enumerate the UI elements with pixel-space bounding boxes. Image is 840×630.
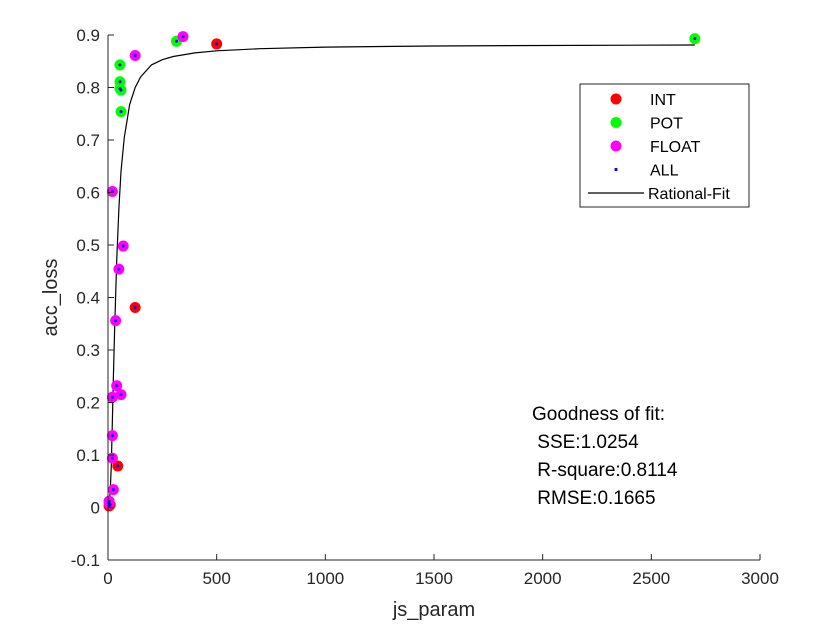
gof-sse: SSE:1.0254 <box>532 432 639 453</box>
legend-marker-pot <box>610 117 622 128</box>
point-all <box>119 393 123 397</box>
x-tick-label: 3000 <box>741 569 779 588</box>
x-tick-label: 500 <box>202 569 230 588</box>
y-tick-label: 0.7 <box>76 131 100 150</box>
point-all <box>181 35 185 39</box>
point-all <box>110 456 114 460</box>
point-all <box>693 37 697 41</box>
y-tick-label: 0.3 <box>76 341 100 360</box>
y-tick-label: 0.2 <box>76 394 100 413</box>
x-tick-labels: 0 500 1000 1500 2000 2500 3000 <box>103 569 779 588</box>
gof-title: Goodness of fit: <box>532 404 665 425</box>
point-all <box>133 53 137 57</box>
y-tick-labels: -0.1 0 0.1 0.2 0.3 0.4 0.5 0.6 0.7 0.8 0.9 <box>71 26 100 570</box>
x-axis-label: js_param <box>392 599 475 621</box>
legend-entry-int: INT <box>610 92 676 109</box>
legend-entry-all: ALL <box>614 163 679 180</box>
legend-label: INT <box>650 92 676 109</box>
point-all <box>117 267 121 271</box>
legend-entry-float: FLOAT <box>610 139 701 156</box>
y-tick-label: 0.5 <box>76 236 100 255</box>
goodness-of-fit-annotation: Goodness of fit: SSE:1.0254 R-square:0.8… <box>532 404 678 509</box>
point-all <box>118 63 122 67</box>
legend-entries: INT POT FLOAT ALL Rational-Fit <box>588 92 730 203</box>
legend-label: POT <box>650 116 683 133</box>
legend-box <box>579 83 750 208</box>
point-all <box>119 88 123 92</box>
legend-entry-rational-fit: Rational-Fit <box>588 186 730 203</box>
point-all <box>119 110 123 114</box>
y-axis-label: acc_loss <box>40 259 62 337</box>
point-all <box>114 319 118 323</box>
legend-marker-int <box>610 93 622 105</box>
point-all <box>111 488 115 492</box>
gof-rsquare: R-square:0.8114 <box>532 460 678 481</box>
point-all <box>116 464 120 468</box>
legend-label: ALL <box>650 163 679 180</box>
legend: INT POT FLOAT ALL Rational-Fit <box>579 83 750 208</box>
y-tick-label: 0.6 <box>76 184 100 203</box>
data-points-layer <box>103 31 701 512</box>
tick-marks-layer <box>107 34 761 561</box>
point-all <box>110 395 114 399</box>
x-tick-label: 1500 <box>415 569 453 588</box>
y-tick-label: -0.1 <box>71 551 100 570</box>
point-all <box>215 42 219 46</box>
y-tick-label: 0.9 <box>76 26 100 45</box>
point-all <box>118 80 122 84</box>
point-all <box>121 244 125 248</box>
point-all <box>174 39 178 43</box>
x-tick-label: 1000 <box>306 569 344 588</box>
legend-entry-pot: POT <box>610 116 683 133</box>
y-tick-label: 0.8 <box>76 79 100 98</box>
point-all <box>115 384 119 388</box>
gof-rmse: RMSE:0.1665 <box>532 488 656 509</box>
point-all <box>133 305 137 309</box>
y-tick-label: 0 <box>91 499 100 518</box>
point-all <box>110 434 114 438</box>
y-tick-label: 0.1 <box>76 446 100 465</box>
y-tick-label: 0.4 <box>76 289 100 308</box>
x-tick-label: 2000 <box>524 569 562 588</box>
x-tick-label: 2500 <box>632 569 670 588</box>
legend-label: FLOAT <box>650 139 701 156</box>
legend-marker-all <box>614 167 618 172</box>
legend-marker-float <box>610 140 622 152</box>
x-tick-label: 0 <box>103 569 112 588</box>
legend-label: Rational-Fit <box>648 186 730 203</box>
